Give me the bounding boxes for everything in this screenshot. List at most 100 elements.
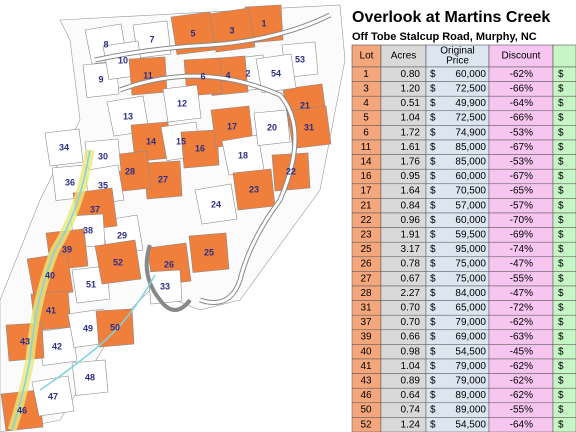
currency-symbol: $: [558, 390, 564, 401]
acres-cell: 0.80: [401, 69, 421, 80]
acres-cell: 0.51: [401, 98, 421, 109]
table-cell: [552, 256, 576, 272]
currency-symbol: $: [558, 273, 564, 284]
lot-number: 14: [146, 136, 156, 146]
lot-number: 7: [149, 34, 154, 44]
lot-number: 10: [118, 55, 128, 65]
lot-number: 33: [160, 281, 170, 291]
currency-symbol: $: [558, 69, 564, 80]
lot-number: 47: [48, 391, 58, 401]
currency-symbol: $: [558, 113, 564, 124]
discount-cell: -64%: [510, 419, 533, 430]
currency-symbol: $: [430, 113, 436, 124]
table-cell: [552, 314, 576, 331]
lot-number: 42: [52, 341, 62, 351]
discount-cell: -72%: [510, 303, 533, 314]
lot-cell: 21: [360, 200, 372, 211]
price-cell: 79,000: [455, 317, 486, 328]
acres-cell: 1.20: [401, 84, 421, 95]
lot-number: 16: [195, 143, 205, 153]
table-cell: [552, 81, 576, 97]
price-cell: 57,000: [455, 200, 486, 211]
table-cell: [552, 402, 576, 418]
header-text: Acres: [391, 51, 417, 62]
lot-number: 39: [62, 244, 72, 254]
lot-number: 36: [65, 177, 75, 187]
lot-number: 17: [227, 121, 237, 131]
price-cell: 54,500: [455, 346, 486, 357]
table-cell: [552, 285, 576, 301]
discount-cell: -67%: [510, 142, 533, 153]
currency-symbol: $: [430, 346, 436, 357]
price-cell: 60,000: [455, 69, 486, 80]
price-cell: 54,500: [455, 419, 486, 430]
lot-number: 24: [211, 199, 221, 209]
lot-cell: 17: [360, 186, 372, 197]
currency-symbol: $: [558, 317, 564, 328]
price-cell: 75,000: [455, 259, 486, 270]
acres-cell: 0.98: [401, 346, 421, 357]
lot-number: 34: [59, 142, 69, 152]
lot-parcel: [255, 53, 297, 93]
currency-symbol: $: [430, 142, 436, 153]
discount-cell: -66%: [510, 84, 533, 95]
currency-symbol: $: [558, 361, 564, 372]
lot-number: 51: [86, 279, 96, 289]
table-cell: [552, 358, 576, 374]
discount-cell: -65%: [510, 186, 533, 197]
lot-number: 31: [304, 122, 314, 132]
acres-cell: 1.04: [401, 361, 421, 372]
title: Overlook at Martins Creek: [352, 9, 550, 26]
price-cell: 75,000: [455, 273, 486, 284]
table-cell: [552, 300, 576, 316]
header-text: Price: [446, 56, 469, 67]
currency-symbol: $: [558, 419, 564, 430]
lot-number: 38: [83, 225, 93, 235]
lot-parcel: [95, 308, 135, 348]
table-cell: [552, 212, 576, 228]
discount-cell: -55%: [510, 273, 533, 284]
lot-cell: 23: [360, 230, 372, 241]
lot-number: 20: [267, 122, 277, 132]
lot-number: 30: [98, 151, 108, 161]
header-text: Lot: [360, 51, 374, 62]
lot-number: 35: [98, 180, 108, 190]
lot-cell: 27: [360, 273, 372, 284]
lot-parcel: [194, 183, 238, 225]
currency-symbol: $: [430, 419, 436, 430]
creek: [39, 274, 156, 391]
subtitle: Off Tobe Stalcup Road, Murphy, NC: [352, 31, 537, 43]
currency-symbol: $: [558, 186, 564, 197]
currency-symbol: $: [430, 157, 436, 168]
discount-cell: -62%: [510, 361, 533, 372]
lot-number: 26: [164, 259, 174, 269]
acres-cell: 1.61: [401, 142, 421, 153]
currency-symbol: $: [430, 390, 436, 401]
lot-cell: 4: [363, 98, 369, 109]
lot-parcel: [71, 359, 109, 396]
price-cell: 79,000: [455, 361, 486, 372]
currency-symbol: $: [430, 332, 436, 343]
discount-cell: -69%: [510, 230, 533, 241]
lot-cell: 5: [363, 113, 369, 124]
lot-number: 22: [286, 166, 296, 176]
lot-cell: 43: [360, 376, 372, 387]
table-cell: [552, 227, 576, 243]
currency-symbol: $: [558, 157, 564, 168]
price-cell: 70,500: [455, 186, 486, 197]
currency-symbol: $: [558, 259, 564, 270]
price-cell: 69,000: [455, 332, 486, 343]
price-table: Overlook at Martins Creek Off Tobe Stalc…: [351, 9, 576, 432]
lot-cell: 37: [360, 317, 372, 328]
discount-cell: -57%: [510, 200, 533, 211]
road: [119, 74, 297, 304]
lot-cell: 40: [360, 346, 372, 357]
discount-cell: -62%: [510, 376, 533, 387]
price-cell: 65,000: [455, 303, 486, 314]
discount-cell: -47%: [510, 259, 533, 270]
lot-number: 11: [143, 70, 153, 80]
currency-symbol: $: [430, 127, 436, 138]
lot-number: 2: [245, 68, 250, 78]
currency-symbol: $: [430, 405, 436, 416]
